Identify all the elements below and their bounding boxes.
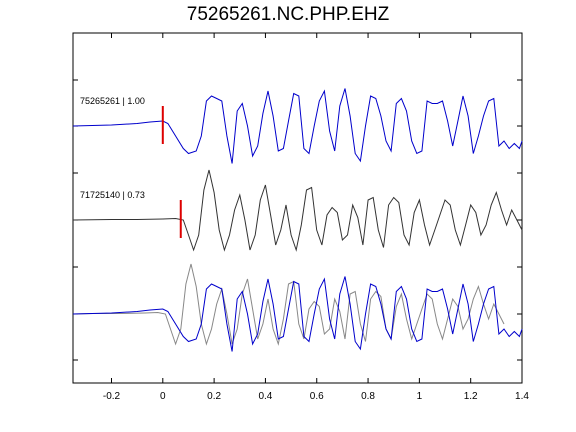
x-tick-label: 1 <box>417 391 423 402</box>
x-tick-label: 1.2 <box>464 391 478 402</box>
trace-label: 75265261 | 1.00 <box>80 96 145 106</box>
trace-line <box>72 169 523 252</box>
x-tick-label: -0.2 <box>103 391 121 402</box>
x-tick-label: 0.4 <box>258 391 272 402</box>
trace-line <box>72 88 523 164</box>
x-tick-label: 1.4 <box>515 391 529 402</box>
x-tick-label: 0.2 <box>207 391 221 402</box>
plot-frame <box>72 32 523 384</box>
overlay-trace-secondary <box>72 263 505 346</box>
chart-title: 75265261.NC.PHP.EHZ <box>186 4 390 25</box>
x-tick-label: 0.6 <box>310 391 324 402</box>
overlay-trace-primary <box>72 276 523 352</box>
x-tick-label: 0.8 <box>361 391 375 402</box>
trace-label: 71725140 | 0.73 <box>80 190 145 200</box>
x-tick-label: 0 <box>160 391 166 402</box>
